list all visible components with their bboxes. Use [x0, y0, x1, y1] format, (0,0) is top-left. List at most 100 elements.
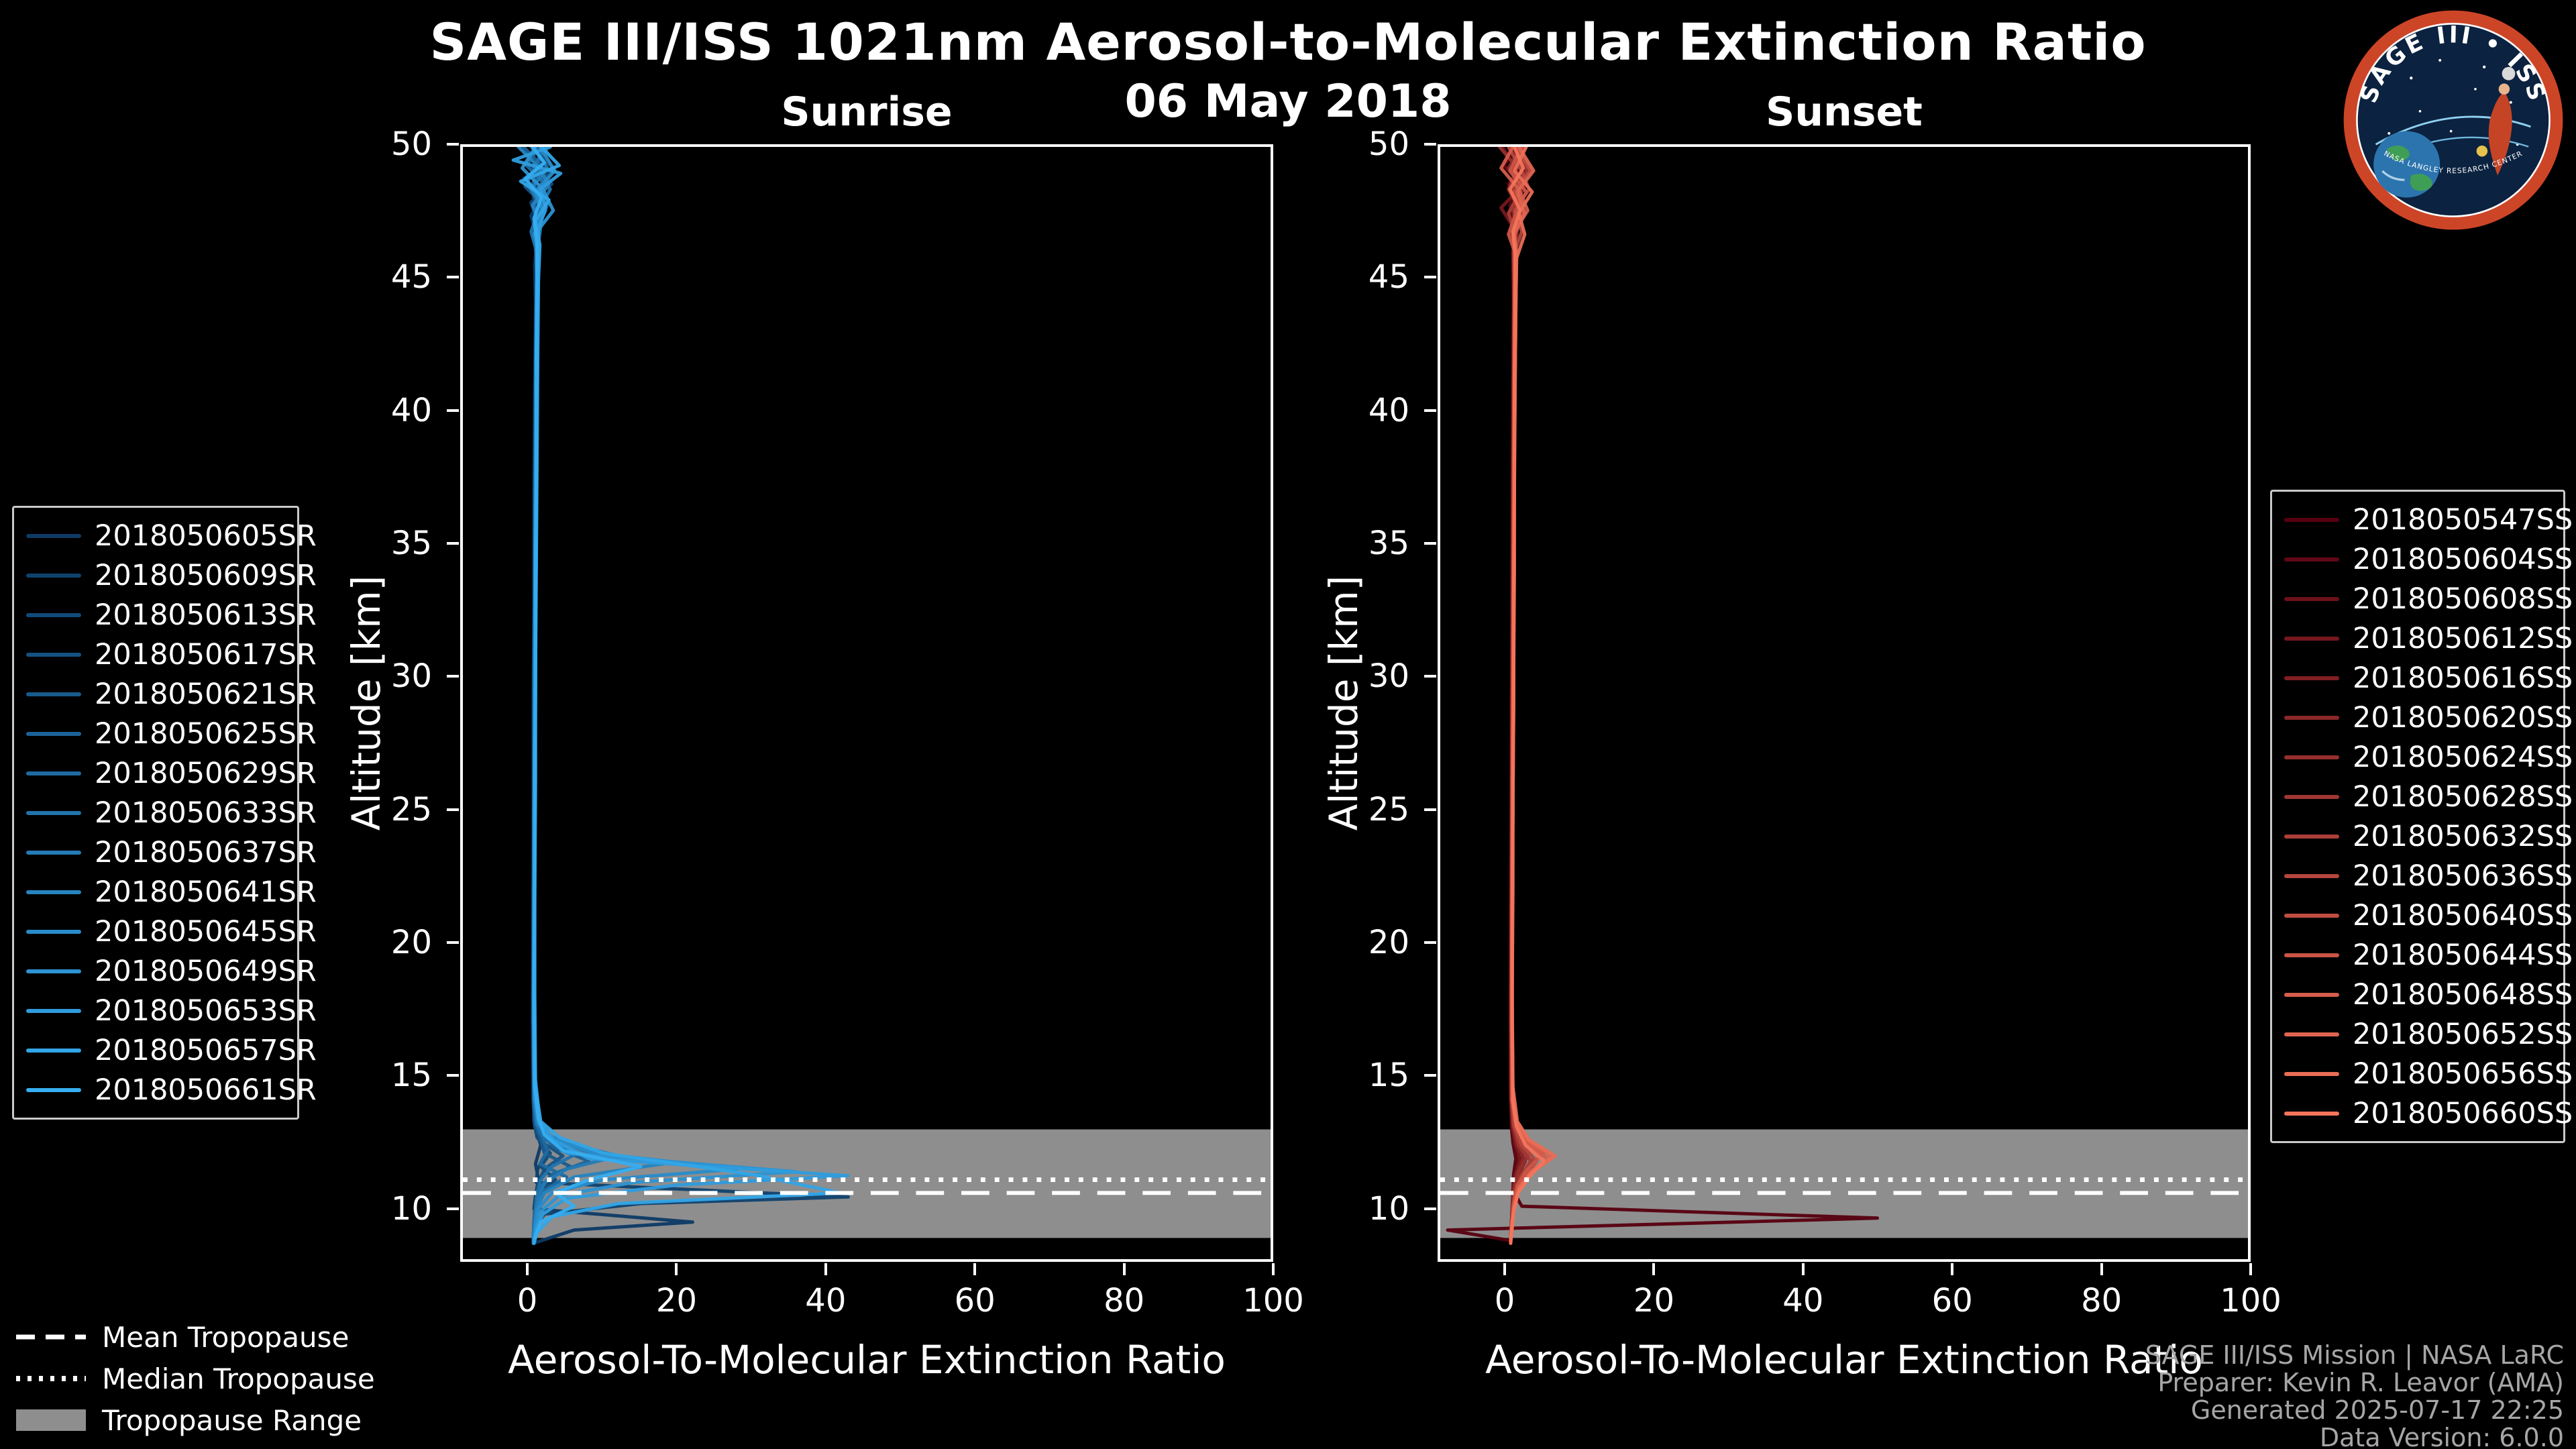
x-tick-mark [824, 1263, 827, 1275]
legend-line-sample [2284, 873, 2339, 878]
legend-item: 2018050616SS [2284, 658, 2573, 698]
legend-line-sample [2284, 992, 2339, 997]
legend-item: 2018050620SS [2284, 698, 2573, 737]
y-tick-mark [1424, 1074, 1436, 1077]
y-tick-label: 10 [1368, 1189, 1409, 1228]
legend-item: 2018050661SR [26, 1070, 317, 1110]
legend-label: 2018050657SR [95, 1033, 317, 1067]
profile-line-2018050617SR [523, 147, 565, 1240]
legend-label: 2018050656SS [2353, 1057, 2573, 1091]
panel-title-sunset: Sunset [1766, 89, 1923, 136]
legend-item: 2018050657SR [26, 1030, 317, 1070]
y-tick-label: 20 [1368, 924, 1409, 961]
legend-line-sample [26, 731, 81, 736]
legend-item: 2018050613SR [26, 595, 317, 635]
y-tick-mark [447, 808, 459, 811]
y-tick-label: 50 [1368, 125, 1409, 163]
legend-line-sample [26, 850, 81, 855]
x-axis-label-sunset: Aerosol-To-Molecular Extinction Ratio [1485, 1337, 2203, 1383]
x-tick-label: 20 [1633, 1282, 1674, 1320]
legend-item: 2018050629SR [26, 753, 317, 793]
legend-item-mean-tropopause: Mean Tropopause [16, 1316, 375, 1358]
legend-item: 2018050641SR [26, 872, 317, 912]
legend-line-sample [26, 810, 81, 815]
legend-label: 2018050620SS [2353, 700, 2573, 735]
y-tick-mark [1424, 808, 1436, 811]
y-tick-mark [1424, 276, 1436, 279]
legend-line-sample [2284, 715, 2339, 720]
x-tick-mark [973, 1263, 977, 1275]
legend-line-sample [2284, 1071, 2339, 1076]
legend-line-sample [2284, 596, 2339, 601]
plot-area-sunset [1438, 144, 2251, 1262]
y-tick-label: 40 [390, 391, 432, 429]
legend-label: 2018050624SS [2353, 740, 2573, 774]
y-axis-sunrise: 10 15 20 25 30 35 40 45 50 [346, 125, 460, 1262]
x-tick-mark [1652, 1263, 1656, 1275]
legend-label: 2018050661SR [95, 1073, 317, 1107]
legend-label: 2018050629SR [95, 756, 317, 790]
y-tick-mark [447, 675, 459, 678]
x-tick-label: 100 [2220, 1282, 2282, 1320]
legend-line-sample [2284, 755, 2339, 759]
y-tick-mark [1424, 1207, 1436, 1210]
y-tick-mark [447, 1074, 459, 1077]
y-tick-mark [447, 409, 459, 412]
profile-line-2018050656SS [1509, 147, 1557, 1240]
legend-line-sample [26, 612, 81, 617]
mean-tropopause-label: Mean Tropopause [102, 1320, 350, 1354]
plot-canvas-sunrise [463, 147, 1271, 1245]
x-tick-mark [1272, 1263, 1275, 1275]
legend-line-sample [2284, 636, 2339, 641]
profile-line-2018050648SS [1499, 147, 1550, 1242]
y-tick-label: 25 [390, 790, 432, 828]
legend-line-sample [2284, 953, 2339, 957]
legend-line-sample [2284, 913, 2339, 918]
x-tick-mark [1951, 1263, 1954, 1275]
legend-item: 2018050625SR [26, 714, 317, 753]
legend-sunrise: 2018050605SR 2018050609SR 2018050613SR 2018… [12, 506, 317, 1120]
y-tick-label: 15 [390, 1057, 432, 1095]
legend-label: 2018050628SS [2353, 780, 2573, 814]
y-tick-mark [1424, 542, 1436, 545]
y-tick-label: 25 [1368, 790, 1409, 828]
legend-line-sample [2284, 794, 2339, 799]
legend-label: 2018050640SS [2353, 898, 2573, 932]
x-tick-label: 60 [1931, 1282, 1973, 1320]
dashed-line-icon [16, 1334, 86, 1340]
legend-label: 2018050652SS [2353, 1017, 2573, 1051]
legend-label: 2018050649SR [95, 954, 317, 988]
legend-line-sample [26, 890, 81, 894]
x-tick-label: 100 [1242, 1282, 1304, 1320]
x-tick-label: 80 [2081, 1282, 2123, 1320]
y-tick-label: 30 [1368, 657, 1409, 696]
legend-line-sample [2284, 517, 2339, 522]
legend-label: 2018050617SR [95, 637, 317, 672]
legend-line-sample [26, 771, 81, 775]
legend-item: 2018050652SS [2284, 1014, 2573, 1054]
legend-label: 2018050633SR [95, 796, 317, 830]
legend-line-sample [26, 1008, 81, 1013]
legend-item: 2018050628SS [2284, 777, 2573, 816]
legend-item: 2018050660SS [2284, 1093, 2573, 1133]
profile-line-2018050649SR [520, 147, 798, 1242]
legend-line-sample [2284, 557, 2339, 561]
legend-label: 2018050660SS [2353, 1096, 2573, 1130]
legend-line-sample [26, 1087, 81, 1092]
moon-icon [2502, 66, 2516, 80]
sage-iss-logo: SAGE III • ISS NASA LANGLEY RESEARCH CEN… [2343, 9, 2564, 231]
legend-item: 2018050656SS [2284, 1054, 2573, 1093]
y-tick-mark [447, 1207, 459, 1210]
legend-line-sample [26, 929, 81, 934]
profile-line-2018050657SR [519, 147, 843, 1245]
plot-canvas-sunset [1440, 147, 2248, 1245]
legend-line-sample [26, 969, 81, 973]
y-tick-mark [447, 941, 459, 944]
dotted-line-icon [16, 1376, 86, 1381]
legend-line-sample [26, 573, 81, 578]
x-axis-label-sunrise: Aerosol-To-Molecular Extinction Ratio [508, 1337, 1226, 1383]
legend-label: 2018050637SR [95, 835, 317, 869]
y-tick-mark [447, 542, 459, 545]
x-tick-label: 40 [1782, 1282, 1824, 1320]
